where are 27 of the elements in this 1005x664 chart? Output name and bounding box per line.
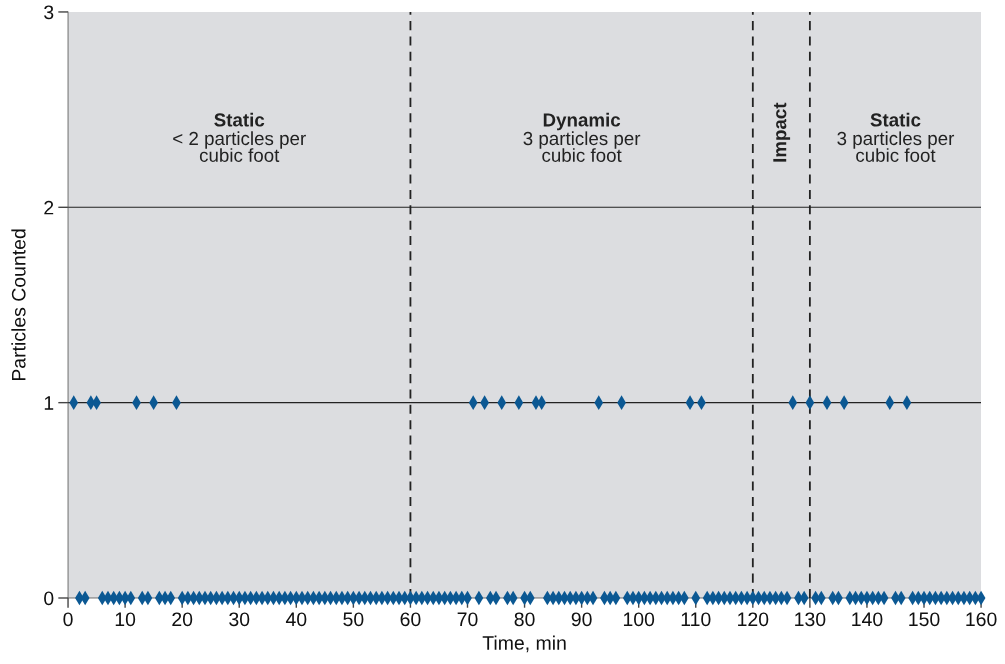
y-tick-label: 0 <box>44 591 54 606</box>
y-axis-title: Particles Counted <box>11 229 26 381</box>
x-tick-label: 10 <box>115 612 136 627</box>
x-tick-label: 140 <box>852 612 883 627</box>
x-tick-label: 50 <box>343 612 364 627</box>
x-tick-label: 40 <box>285 612 307 627</box>
x-tick-label: 120 <box>738 612 769 627</box>
band-label: Static < 2 particles per cubic foot <box>173 112 306 162</box>
band-label: Static 3 particles per cubic foot <box>837 112 955 162</box>
y-tick-label: 3 <box>44 5 54 20</box>
y-tick-label: 2 <box>44 200 54 215</box>
x-tick-label: 0 <box>63 612 73 627</box>
x-tick-label: 30 <box>229 612 250 627</box>
band-label: Impact <box>773 102 791 162</box>
x-tick-label: 150 <box>909 612 940 627</box>
x-tick-label: 100 <box>623 612 655 627</box>
x-tick-label: 60 <box>400 612 421 627</box>
x-tick-label: 110 <box>681 612 711 627</box>
x-tick-label: 80 <box>514 612 535 627</box>
x-tick-label: 90 <box>571 612 592 627</box>
x-tick-label: 130 <box>795 612 826 627</box>
band-label: Dynamic 3 particles per cubic foot <box>523 112 641 162</box>
y-tick-label: 1 <box>44 396 54 410</box>
x-tick-label: 20 <box>172 612 193 627</box>
x-axis-title: Time, min <box>482 635 566 653</box>
x-tick-label: 160 <box>966 612 997 627</box>
x-tick-label: 70 <box>457 612 478 627</box>
